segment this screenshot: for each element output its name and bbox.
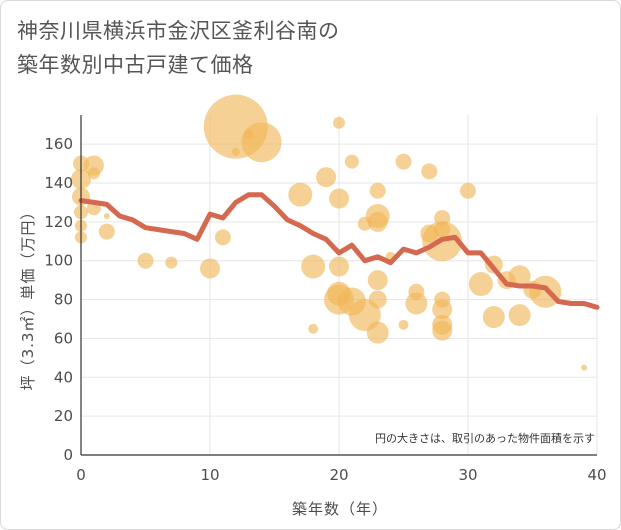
x-tick-label: 40 [587,466,606,484]
chart-title: 神奈川県横浜市金沢区釜利谷南の 築年数別中古戸建て価格 [17,14,340,82]
scatter-point [329,256,349,277]
x-tick-label: 30 [458,466,477,484]
scatter-point [288,182,313,207]
scatter-point [344,154,359,169]
chart-title-line-1: 神奈川県横浜市金沢区釜利谷南の [17,19,340,43]
scatter-point [405,292,428,315]
scatter-bubbles [71,94,588,371]
y-tick-label: 20 [54,407,73,425]
scatter-point [369,182,386,199]
scatter-point [165,256,178,269]
scatter-point [460,182,476,199]
scatter-point [482,306,505,329]
scatter-point [421,163,438,180]
scatter-point [214,229,231,246]
scatter-point [368,290,387,309]
scatter-point [137,252,154,269]
scatter-point [508,304,531,327]
tick-labels: 0 20 40 60 80 100 120 140 160 0 10 20 30 40 [44,135,606,484]
scatter-point [395,153,412,170]
x-axis-label: 築年数（年） [292,500,388,518]
scatter-point [468,272,493,297]
scatter-point [333,116,345,129]
scatter-point [200,258,220,279]
y-tick-label: 140 [44,174,73,192]
scatter-point [241,122,282,163]
y-tick-label: 60 [54,329,73,347]
y-tick-label: 40 [54,368,73,386]
scatter-point [301,254,326,279]
y-tick-label: 0 [63,446,73,464]
size-note: 円の大きさは、取引のあった物件面積を示す [375,431,595,445]
x-tick-label: 10 [200,466,219,484]
y-tick-label: 160 [44,135,73,153]
y-axis-label: 坪（3.3㎡）単価（万円） [19,204,37,391]
scatter-point [329,188,349,209]
chart-title-line-2: 築年数別中古戸建て価格 [17,53,254,77]
scatter-point [308,323,319,334]
scatter-point [398,319,409,330]
scatter-point [316,167,337,188]
y-tick-label: 80 [54,291,73,309]
scatter-point [98,223,115,240]
x-tick-label: 0 [76,466,86,484]
scatter-point [231,147,240,156]
scatter-point [432,320,453,341]
scatter-point [367,211,388,232]
y-tick-label: 100 [44,252,73,270]
scatter-point [366,321,389,344]
scatter-point [432,299,453,320]
axes [80,115,597,456]
scatter-point [508,265,531,288]
y-tick-label: 120 [44,213,73,231]
scatter-point [367,270,388,291]
trend-line [78,192,600,310]
scatter-point [581,364,588,371]
x-tick-label: 20 [329,466,348,484]
scatter-point [87,167,100,180]
scatter-point [103,213,110,220]
